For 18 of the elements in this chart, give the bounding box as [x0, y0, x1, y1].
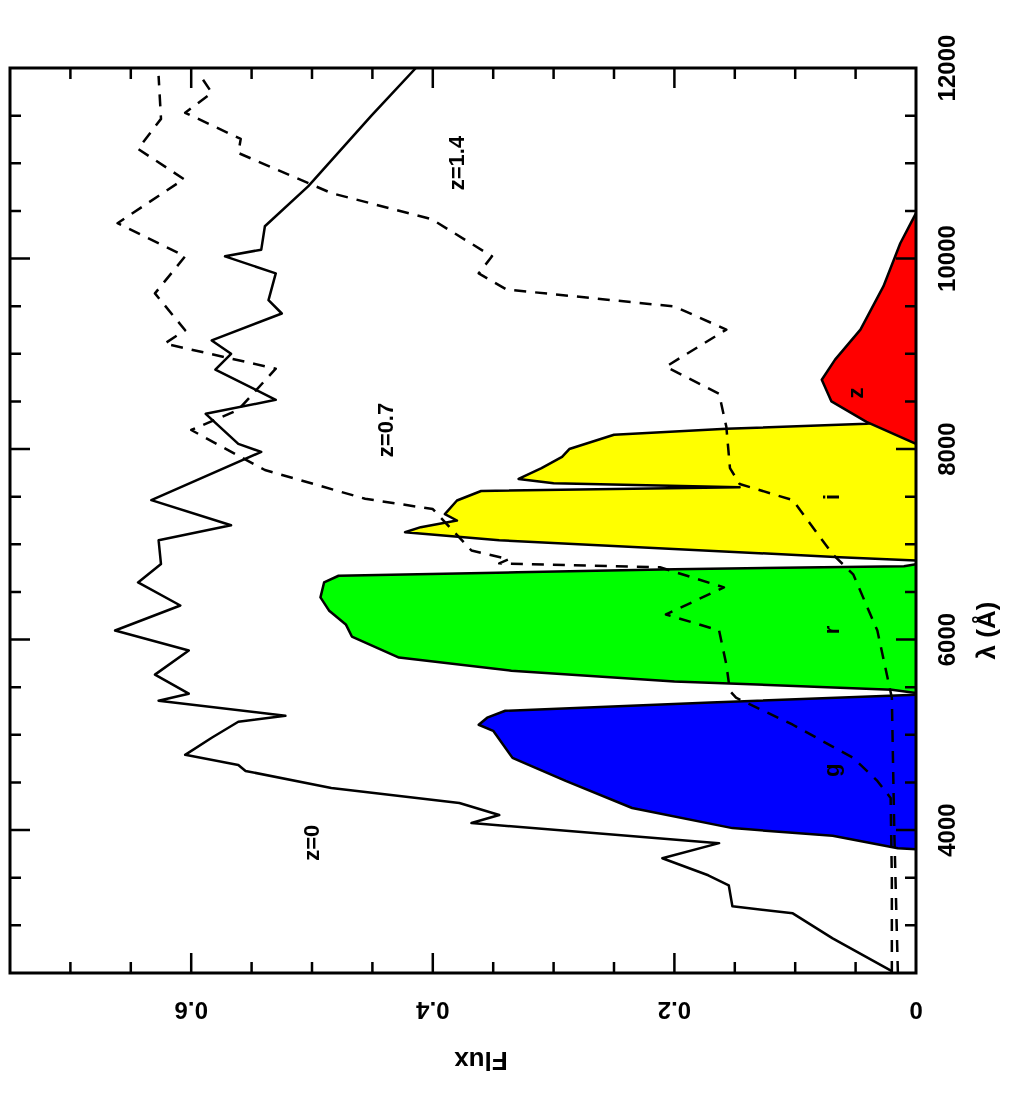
y-tick-label: 12000 [932, 34, 960, 102]
annotation: z=1.4 [443, 135, 469, 191]
x-tick-label: 0 [909, 997, 923, 1025]
y-tick-label: 10000 [932, 225, 960, 292]
y-tick-label: 6000 [932, 612, 960, 667]
y-tick-label: 8000 [932, 422, 960, 476]
annotation: z [843, 387, 869, 399]
annotation: z=0.7 [372, 402, 398, 458]
x-tick-label: 0.4 [415, 997, 450, 1025]
x-axis-title: Flux [453, 1045, 508, 1076]
y-axis-title: λ (Å) [971, 601, 1002, 660]
x-tick-label: 0.6 [174, 997, 208, 1025]
annotation: r [818, 625, 844, 635]
y-tick-label: 4000 [932, 803, 960, 857]
annotation: i [818, 493, 844, 501]
annotation: g [818, 763, 844, 778]
annotation: z=0 [298, 824, 324, 861]
x-tick-label: 0.2 [657, 997, 692, 1025]
